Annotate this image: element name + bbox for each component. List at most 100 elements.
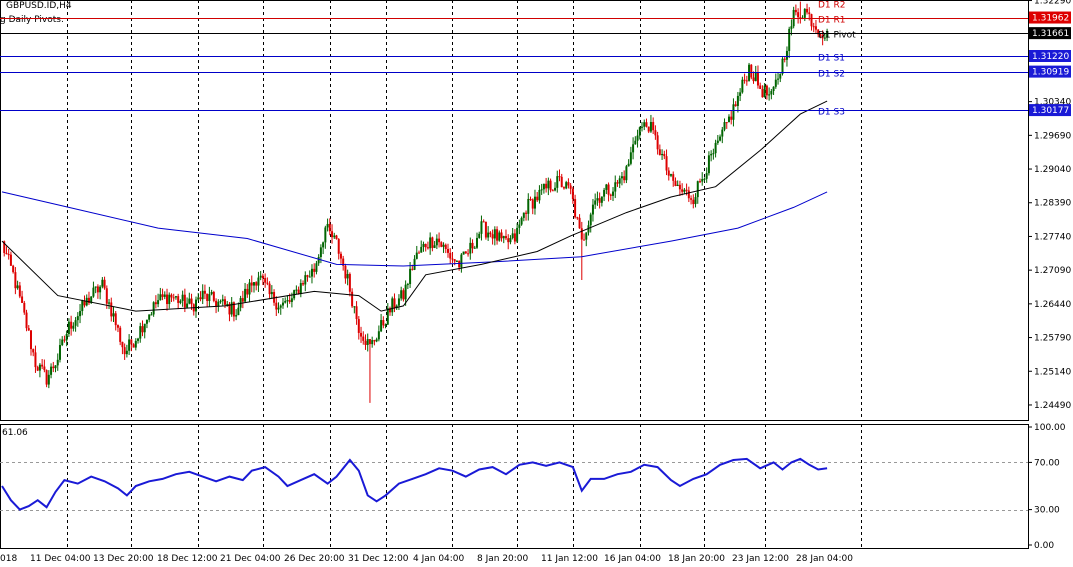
candle-body-58 [130,339,133,345]
candle-body-116 [259,275,262,278]
price-tick-label-13: 1.24490 [1034,401,1071,411]
x-axis-label-10: 18 Jan 20:00 [668,554,725,564]
candle-body-127 [284,300,287,303]
candle-body-251 [560,176,563,188]
candle-body-343 [765,85,768,96]
candle-body-261 [583,239,586,241]
candle-body-241 [538,189,541,201]
candle-body-367 [819,34,822,36]
candle-body-330 [736,95,739,106]
x-axis-label-3: 21 Dec 04:00 [220,554,281,564]
candle-body-265 [591,204,594,215]
price-tag-label-2: 1.31661 [1032,29,1069,39]
candle-body-289 [645,122,648,127]
candle-body-157 [351,291,354,307]
candle-body-55 [123,347,126,355]
candle-body-28 [63,339,66,341]
price-tick-label-12: 1.25140 [1034,367,1071,377]
candle-body-222 [496,229,499,241]
candle-body-54 [121,341,124,348]
candle-body-62 [139,326,142,339]
candle-body-218 [487,232,490,238]
candle-body-332 [741,79,744,93]
candle-body-130 [290,298,293,302]
candle-body-162 [362,336,365,341]
candle-body-104 [232,302,235,317]
candle-body-120 [268,283,271,295]
candle-body-36 [81,300,84,312]
candle-body-57 [128,339,131,351]
candle-body-24 [54,365,57,369]
candle-body-284 [634,140,637,145]
candle-body-85 [190,298,193,305]
candle-body-243 [542,183,545,190]
candle-body-73 [163,294,166,297]
candle-body-210 [469,242,472,254]
candle-body-102 [228,303,231,315]
candle-body-308 [687,190,690,199]
candle-body-272 [607,184,610,195]
candle-body-334 [745,80,748,82]
candle-body-109 [244,288,247,302]
candle-body-63 [141,326,144,333]
candle-body-299 [667,170,670,176]
rsi-tick-label-3: 0.00 [1034,541,1054,551]
price-tick-label-11: 1.25790 [1034,334,1071,344]
rsi-panel-frame [0,424,1029,549]
candle-body-8 [18,285,21,297]
candle-body-242 [540,189,543,191]
candle-body-135 [302,283,305,285]
candle-body-71 [159,294,162,301]
candle-body-172 [384,324,387,326]
candle-body-145 [324,227,327,243]
candle-body-213 [475,237,478,248]
candle-body-195 [435,238,438,246]
candle-body-181 [404,284,407,300]
candle-body-173 [386,308,389,325]
candle-body-132 [295,289,298,291]
candle-body-348 [777,78,780,80]
candle-body-280 [625,166,628,181]
candle-body-237 [529,198,532,200]
candle-body-233 [520,217,523,225]
candle-body-93 [208,294,211,302]
candle-body-352 [785,50,788,60]
candle-body-17 [38,364,41,371]
candle-body-112 [250,282,253,286]
pivot-label-1: D1 R1 [818,16,846,26]
candle-body-300 [670,174,672,176]
candle-body-32 [72,325,75,329]
candle-body-344 [768,94,771,96]
price-tick-label-8: 1.27740 [1034,232,1071,242]
candle-body-316 [705,173,708,179]
rsi-line [1,457,828,511]
candle-body-51 [114,313,117,326]
candle-body-298 [665,156,668,171]
candle-body-362 [808,12,811,15]
candle-body-122 [273,292,276,303]
candle-body-21 [47,374,50,385]
candle-body-357 [797,12,800,18]
candle-body-264 [589,214,592,226]
candle-body-270 [603,189,606,197]
candle-body-165 [368,339,371,345]
candle-body-247 [551,190,554,192]
candle-body-101 [226,303,229,305]
candle-body-108 [241,298,244,302]
candle-body-292 [652,121,655,131]
x-axis-label-8: 11 Jan 12:00 [541,554,598,564]
candle-body-163 [364,340,367,345]
candle-body-319 [712,153,715,155]
candle-body-136 [304,275,307,285]
candle-body-273 [609,194,612,196]
candle-body-262 [585,232,588,240]
candle-body-42 [94,286,97,288]
candle-body-191 [426,247,429,249]
candle-body-128 [286,300,289,302]
candle-body-227 [507,238,510,243]
candle-body-208 [464,251,467,254]
candle-body-41 [92,287,95,297]
candle-body-15 [34,352,37,368]
